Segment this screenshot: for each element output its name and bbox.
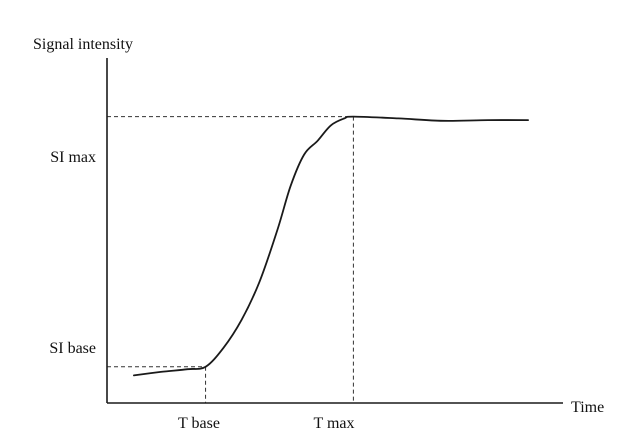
signal-curve bbox=[133, 115, 529, 377]
x-tick-label-t-base: T base bbox=[178, 415, 220, 432]
axes bbox=[106, 58, 563, 404]
guide-lines bbox=[107, 116, 354, 403]
y-tick-label-si-base: SI base bbox=[49, 340, 96, 357]
x-tick-label-t-max: T max bbox=[313, 415, 354, 432]
x-axis-title: Time bbox=[571, 399, 604, 416]
y-axis-title: Signal intensity bbox=[33, 36, 133, 53]
y-tick-label-si-max: SI max bbox=[50, 149, 96, 166]
